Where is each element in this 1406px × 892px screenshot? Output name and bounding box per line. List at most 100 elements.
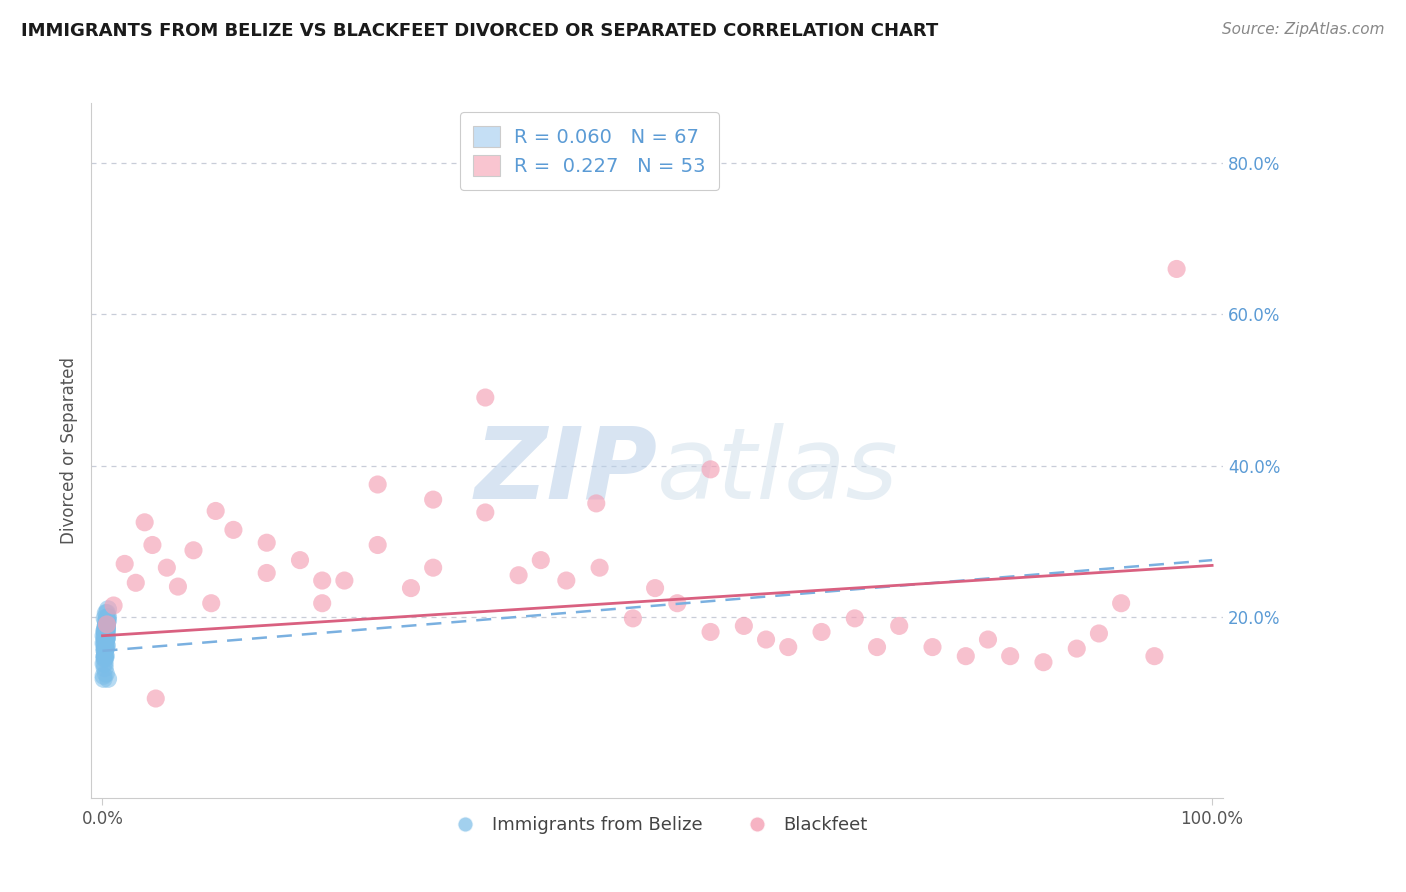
- Point: [94, 619, 117, 633]
- Point: [588, 560, 610, 574]
- Point: [222, 523, 245, 537]
- Point: [93, 636, 115, 650]
- Point: [134, 516, 156, 530]
- Point: [96, 624, 118, 638]
- Point: [866, 640, 889, 654]
- Point: [94, 619, 117, 633]
- Point: [97, 602, 120, 616]
- Point: [94, 626, 117, 640]
- Point: [93, 624, 115, 638]
- Point: [94, 614, 117, 628]
- Legend: Immigrants from Belize, Blackfeet: Immigrants from Belize, Blackfeet: [440, 809, 875, 841]
- Point: [93, 641, 115, 656]
- Point: [94, 636, 117, 650]
- Point: [93, 631, 115, 645]
- Point: [96, 606, 118, 620]
- Point: [844, 611, 866, 625]
- Point: [93, 624, 115, 638]
- Y-axis label: Divorced or Separated: Divorced or Separated: [59, 357, 77, 544]
- Point: [585, 496, 607, 510]
- Point: [96, 619, 118, 633]
- Point: [167, 580, 190, 594]
- Point: [810, 624, 832, 639]
- Point: [97, 672, 120, 686]
- Point: [778, 640, 800, 654]
- Point: [96, 631, 118, 645]
- Point: [96, 631, 118, 645]
- Point: [94, 666, 117, 681]
- Point: [94, 641, 117, 656]
- Point: [311, 596, 333, 610]
- Point: [367, 477, 389, 491]
- Point: [94, 649, 117, 664]
- Point: [204, 504, 226, 518]
- Point: [93, 624, 115, 639]
- Point: [1143, 649, 1166, 664]
- Point: [644, 581, 666, 595]
- Point: [93, 651, 115, 665]
- Point: [955, 649, 977, 664]
- Point: [183, 543, 205, 558]
- Point: [94, 641, 117, 656]
- Point: [156, 560, 179, 574]
- Point: [96, 611, 118, 625]
- Point: [94, 632, 117, 647]
- Point: [1166, 262, 1188, 277]
- Point: [93, 641, 115, 656]
- Point: [96, 614, 118, 628]
- Point: [93, 644, 115, 658]
- Point: [921, 640, 943, 654]
- Point: [96, 615, 118, 630]
- Point: [94, 606, 117, 620]
- Point: [94, 619, 117, 633]
- Point: [93, 657, 115, 671]
- Point: [93, 651, 115, 665]
- Point: [94, 639, 117, 653]
- Point: [93, 636, 115, 650]
- Point: [422, 560, 444, 574]
- Point: [94, 631, 117, 645]
- Point: [93, 629, 115, 643]
- Text: ZIP: ZIP: [474, 423, 657, 520]
- Point: [96, 621, 118, 635]
- Point: [288, 553, 311, 567]
- Point: [96, 639, 118, 653]
- Point: [93, 661, 115, 675]
- Point: [93, 649, 115, 664]
- Text: IMMIGRANTS FROM BELIZE VS BLACKFEET DIVORCED OR SEPARATED CORRELATION CHART: IMMIGRANTS FROM BELIZE VS BLACKFEET DIVO…: [21, 22, 938, 40]
- Point: [93, 669, 115, 683]
- Point: [998, 649, 1021, 664]
- Point: [474, 506, 496, 520]
- Point: [733, 619, 755, 633]
- Point: [200, 596, 222, 610]
- Point: [311, 574, 333, 588]
- Point: [93, 672, 115, 686]
- Point: [94, 621, 117, 635]
- Point: [555, 574, 578, 588]
- Point: [93, 611, 115, 625]
- Point: [93, 629, 115, 643]
- Point: [141, 538, 163, 552]
- Point: [96, 621, 118, 635]
- Point: [125, 575, 148, 590]
- Point: [103, 599, 125, 613]
- Point: [96, 626, 118, 640]
- Point: [97, 610, 120, 624]
- Point: [699, 462, 721, 476]
- Point: [96, 617, 118, 632]
- Point: [97, 614, 120, 628]
- Point: [508, 568, 530, 582]
- Point: [1066, 641, 1088, 656]
- Point: [256, 566, 278, 580]
- Point: [93, 649, 115, 664]
- Point: [621, 611, 644, 625]
- Point: [94, 624, 117, 639]
- Point: [699, 624, 721, 639]
- Point: [94, 626, 117, 640]
- Point: [1109, 596, 1132, 610]
- Point: [93, 644, 115, 658]
- Text: Source: ZipAtlas.com: Source: ZipAtlas.com: [1222, 22, 1385, 37]
- Point: [474, 391, 496, 405]
- Point: [666, 596, 689, 610]
- Point: [422, 492, 444, 507]
